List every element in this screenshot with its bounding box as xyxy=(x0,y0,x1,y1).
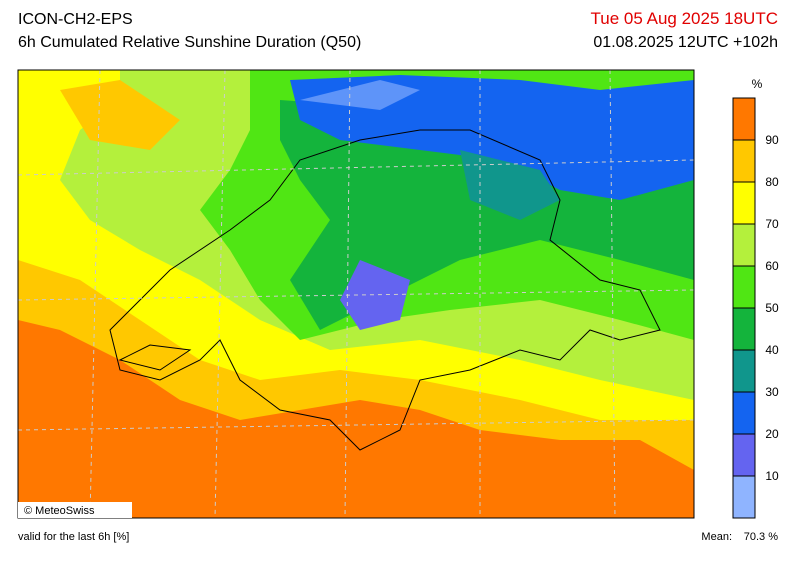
colorbar-segment xyxy=(733,140,755,182)
colorbar-tick-label: 80 xyxy=(765,175,779,189)
map-field xyxy=(290,75,694,200)
colorbar-tick-label: 50 xyxy=(765,301,779,315)
colorbar-segment xyxy=(733,308,755,350)
colorbar: % 10 20 30 40 50 60 70 80 90 xyxy=(732,77,779,519)
colorbar-segment xyxy=(733,476,755,518)
colorbar-segment xyxy=(733,182,755,224)
colorbar-segment xyxy=(733,98,755,140)
map-field xyxy=(300,80,420,110)
copyright: © MeteoSwiss xyxy=(24,505,95,517)
colorbar-tick-label: 60 xyxy=(765,259,779,273)
colorbar-frame xyxy=(732,97,756,519)
colorbar-tick-label: 20 xyxy=(765,427,779,441)
map-frame xyxy=(17,69,695,519)
mean-label: Mean: xyxy=(701,531,732,543)
model-name: ICON-CH2-EPS xyxy=(18,11,133,28)
country-borders xyxy=(109,129,661,451)
product-title: 6h Cumulated Relative Sunshine Duration … xyxy=(18,34,361,51)
colorbar-tick-label: 10 xyxy=(765,469,779,483)
map-field xyxy=(460,150,560,220)
colorbar-segment xyxy=(733,392,755,434)
colorbar-tick-label: 40 xyxy=(765,343,779,357)
colorbar-tick-label: 70 xyxy=(765,217,779,231)
colorbar-unit: % xyxy=(752,77,763,91)
colorbar-segment xyxy=(733,350,755,392)
colorbar-segment xyxy=(733,434,755,476)
colorbar-tick-label: 90 xyxy=(765,133,779,147)
graticule xyxy=(18,70,694,518)
mean-value: 70.3 % xyxy=(744,531,778,543)
colorbar-segment xyxy=(733,224,755,266)
colorbar-segment xyxy=(733,266,755,308)
map-field xyxy=(60,80,180,150)
colorbar-tick-label: 30 xyxy=(765,385,779,399)
run-time: 01.08.2025 12UTC +102h xyxy=(593,34,778,51)
map-area: © MeteoSwiss xyxy=(17,69,695,519)
map-field xyxy=(340,260,410,330)
footer-note: valid for the last 6h [%] xyxy=(18,531,129,543)
copyright-box xyxy=(18,502,132,518)
valid-time: Tue 05 Aug 2025 18UTC xyxy=(591,9,778,28)
